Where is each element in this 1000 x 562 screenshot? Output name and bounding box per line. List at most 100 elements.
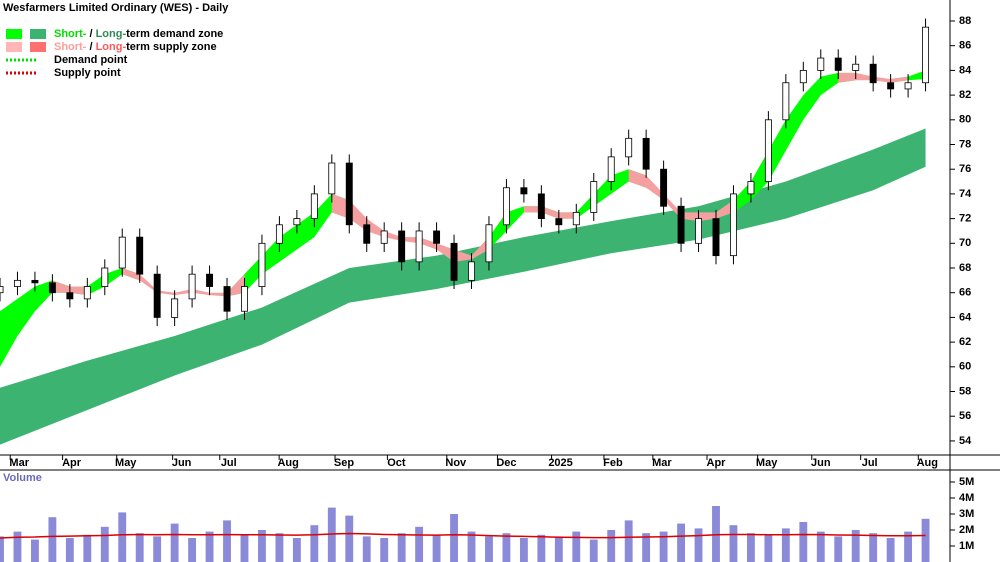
volume-bar — [292, 538, 301, 562]
candle-body — [31, 279, 39, 284]
y-tick-label: 86 — [959, 40, 971, 52]
volume-bar — [677, 523, 685, 562]
candle-body — [834, 57, 842, 71]
x-tick-label: Aug — [277, 457, 298, 469]
candle-body — [502, 187, 510, 226]
volume-bar — [65, 538, 74, 562]
volume-bar — [258, 530, 266, 562]
candle-body — [520, 187, 528, 195]
x-tick-label: May — [115, 457, 137, 469]
volume-bar — [834, 536, 843, 562]
legend-text: / — [86, 41, 95, 53]
legend-swatch — [30, 42, 46, 52]
x-tick-label: Feb — [603, 457, 623, 469]
legend-label: Short- / Long-term demand zone — [54, 28, 223, 40]
candle-body — [607, 156, 615, 182]
candle-body — [660, 168, 668, 207]
candle-body — [852, 63, 860, 71]
candle-body — [712, 218, 720, 257]
candle-body — [66, 292, 74, 300]
legend-label: Supply point — [54, 67, 121, 79]
volume-bar — [904, 531, 913, 562]
candle-body — [188, 273, 196, 300]
candle-body — [241, 286, 248, 312]
volume-bar — [746, 533, 755, 562]
y-tick-label: 68 — [959, 262, 971, 274]
volume-bar — [869, 533, 878, 562]
volume-bar — [135, 533, 144, 562]
candle-body — [223, 286, 231, 312]
legend-text: Supply point — [54, 67, 121, 79]
y-tick-label: 60 — [959, 361, 971, 373]
volume-bar — [275, 533, 284, 562]
volume-bar — [327, 507, 336, 562]
candle-body — [48, 282, 56, 294]
volume-bar — [554, 536, 563, 562]
candle-body — [485, 224, 493, 263]
zone — [523, 206, 577, 219]
y-tick-label: 58 — [959, 385, 971, 397]
candle-body — [799, 69, 807, 84]
volume-bar — [397, 533, 406, 562]
candle-body — [83, 286, 91, 300]
volume-bar — [345, 515, 354, 562]
candle-body — [415, 230, 423, 263]
y-tick-label: 56 — [959, 410, 971, 422]
candle-body — [468, 261, 475, 281]
candle-body — [537, 193, 545, 220]
y-tick-label: 70 — [959, 237, 971, 249]
legend-text: term demand zone — [126, 28, 223, 40]
volume-bar — [13, 531, 22, 562]
volume-bar — [118, 512, 127, 562]
x-tick-label: Jul — [221, 457, 237, 469]
x-tick-label: Nov — [445, 457, 467, 469]
y-tick-label: 62 — [959, 336, 971, 348]
candle-body — [258, 242, 266, 287]
candle-body — [450, 242, 458, 281]
x-tick-label: Sep — [334, 457, 354, 469]
legend-label: Short- / Long-term supply zone — [54, 41, 217, 53]
x-tick-label: Mar — [9, 457, 29, 469]
x-tick-label: Oct — [387, 457, 406, 469]
x-tick-label: Mar — [652, 457, 672, 469]
y-tick-label: 3M — [959, 508, 974, 520]
candle-body — [310, 193, 318, 220]
x-tick-label: 2025 — [548, 457, 572, 469]
x-tick-label: Jun — [172, 457, 192, 469]
legend-swatch — [6, 29, 22, 39]
candle-body — [275, 224, 283, 244]
volume-bar — [816, 531, 825, 562]
volume-bar — [83, 534, 92, 562]
volume-average — [0, 532, 926, 539]
candle-body — [782, 82, 790, 121]
volume-label: Volume — [3, 472, 42, 484]
legend-text: Short- — [54, 41, 87, 53]
candle-body — [398, 230, 406, 263]
legend-text: term supply zone — [126, 41, 216, 53]
volume-bar — [362, 536, 371, 562]
zone — [0, 128, 926, 445]
volume-bar — [153, 536, 162, 562]
volume-bar — [223, 520, 231, 562]
candle-body — [764, 119, 772, 182]
candle-body — [887, 82, 895, 90]
volume-bar — [170, 523, 179, 562]
volume-bar — [607, 530, 616, 562]
y-tick-label: 76 — [959, 163, 971, 175]
legend-text: Demand point — [54, 54, 128, 66]
candle-body — [922, 26, 930, 84]
y-tick-label: 82 — [959, 89, 971, 101]
x-tick-label: May — [756, 457, 778, 469]
y-tick-label: 1M — [959, 540, 974, 552]
y-tick-label: 54 — [959, 435, 972, 447]
y-tick-label: 64 — [959, 311, 972, 323]
x-tick-label: Apr — [62, 457, 82, 469]
chart-title: Wesfarmers Limited Ordinary (WES) - Dail… — [3, 2, 229, 14]
volume-bar — [694, 528, 703, 562]
candle-body — [817, 57, 825, 71]
x-tick-label: Jul — [862, 457, 878, 469]
volume-bar — [659, 531, 668, 562]
volume-bar — [310, 525, 319, 562]
legend-text: Long- — [96, 41, 127, 53]
y-tick-label: 78 — [959, 138, 971, 150]
